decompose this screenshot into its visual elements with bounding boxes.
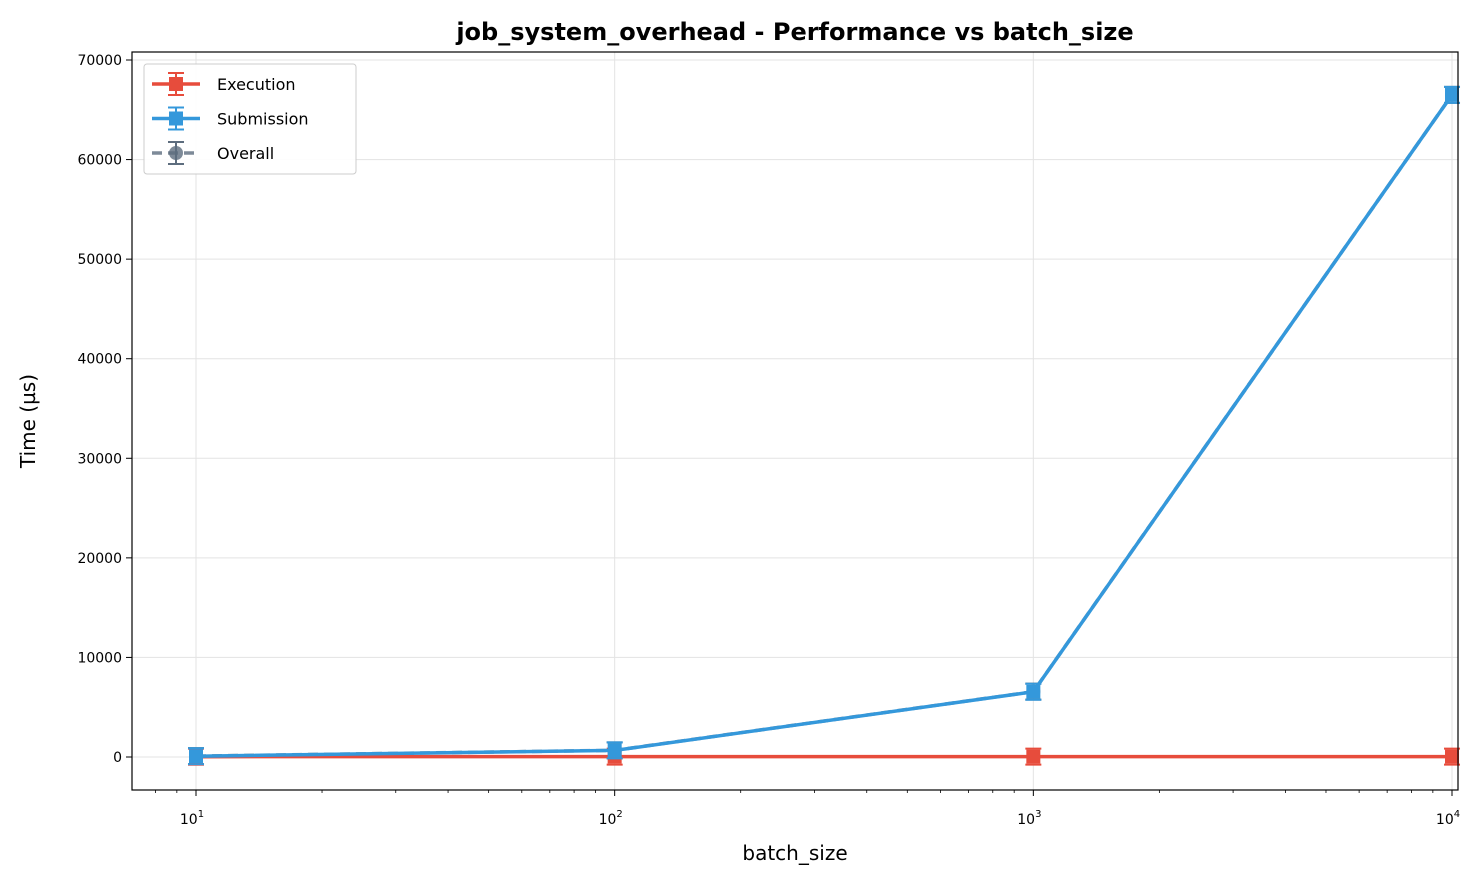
legend-item: Submission — [152, 106, 309, 131]
x-axis-label: batch_size — [742, 841, 847, 865]
y-tick-label: 50000 — [77, 252, 122, 268]
series-overall — [188, 85, 1461, 766]
legend-label: Overall — [217, 144, 274, 163]
chart-title: job_system_overhead - Performance vs bat… — [455, 18, 1133, 46]
legend-item: Overall — [152, 141, 274, 165]
y-tick-label: 10000 — [77, 650, 122, 666]
data-point — [1445, 87, 1460, 102]
x-tick-label: 103 — [1017, 809, 1041, 828]
legend: Execution Submission Overall — [143, 63, 357, 175]
legend-label: Execution — [217, 75, 296, 94]
legend-box — [143, 63, 357, 175]
data-point — [1026, 684, 1041, 699]
plot-frame — [131, 51, 1459, 791]
x-tick-label: 102 — [599, 809, 623, 828]
y-axis-label: Time (µs) — [16, 374, 40, 469]
plot-series — [188, 85, 1461, 766]
series-submission — [188, 85, 1461, 766]
y-tick-label: 60000 — [77, 153, 122, 169]
x-tick-label: 101 — [180, 809, 204, 828]
series-line — [195, 93, 1454, 758]
data-point — [607, 743, 622, 758]
legend-marker — [169, 146, 183, 160]
y-axis: 0 10000 20000 30000 40000 50000 60000 70000 — [77, 53, 132, 766]
legend-item: Execution — [152, 72, 296, 96]
x-axis: 101 102 103 104 — [155, 790, 1460, 828]
legend-marker — [169, 77, 183, 91]
data-point — [1445, 749, 1460, 764]
legend-marker — [169, 111, 183, 126]
y-tick-label: 20000 — [77, 551, 122, 567]
series-execution — [188, 747, 1461, 766]
series-line — [195, 93, 1454, 758]
y-tick-label: 0 — [113, 750, 122, 766]
y-tick-label: 40000 — [77, 352, 122, 368]
data-point — [1026, 749, 1041, 764]
legend-label: Submission — [217, 110, 309, 129]
data-point — [189, 749, 203, 764]
y-tick-label: 30000 — [77, 451, 122, 467]
y-tick-label: 70000 — [77, 53, 122, 69]
x-tick-label: 104 — [1436, 809, 1460, 828]
